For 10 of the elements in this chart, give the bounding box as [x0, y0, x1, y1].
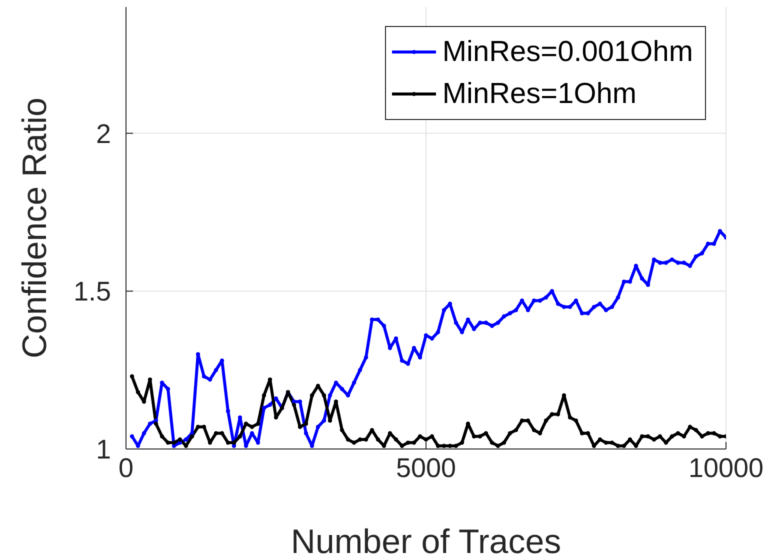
legend-label: MinRes=1Ohm — [442, 78, 637, 110]
y-tick-label: 2 — [96, 118, 111, 149]
x-axis-title: Number of Traces — [290, 523, 562, 559]
x-tick-label: 5000 — [396, 453, 456, 484]
y-axis-title: Confidence Ratio — [16, 98, 54, 358]
y-tick-label: 1.5 — [73, 276, 111, 307]
x-tick-label: 0 — [118, 453, 134, 484]
y-tick-label: 1 — [96, 434, 111, 465]
legend-label: MinRes=0.001Ohm — [442, 36, 693, 68]
x-tick-label: 10000 — [688, 453, 764, 484]
